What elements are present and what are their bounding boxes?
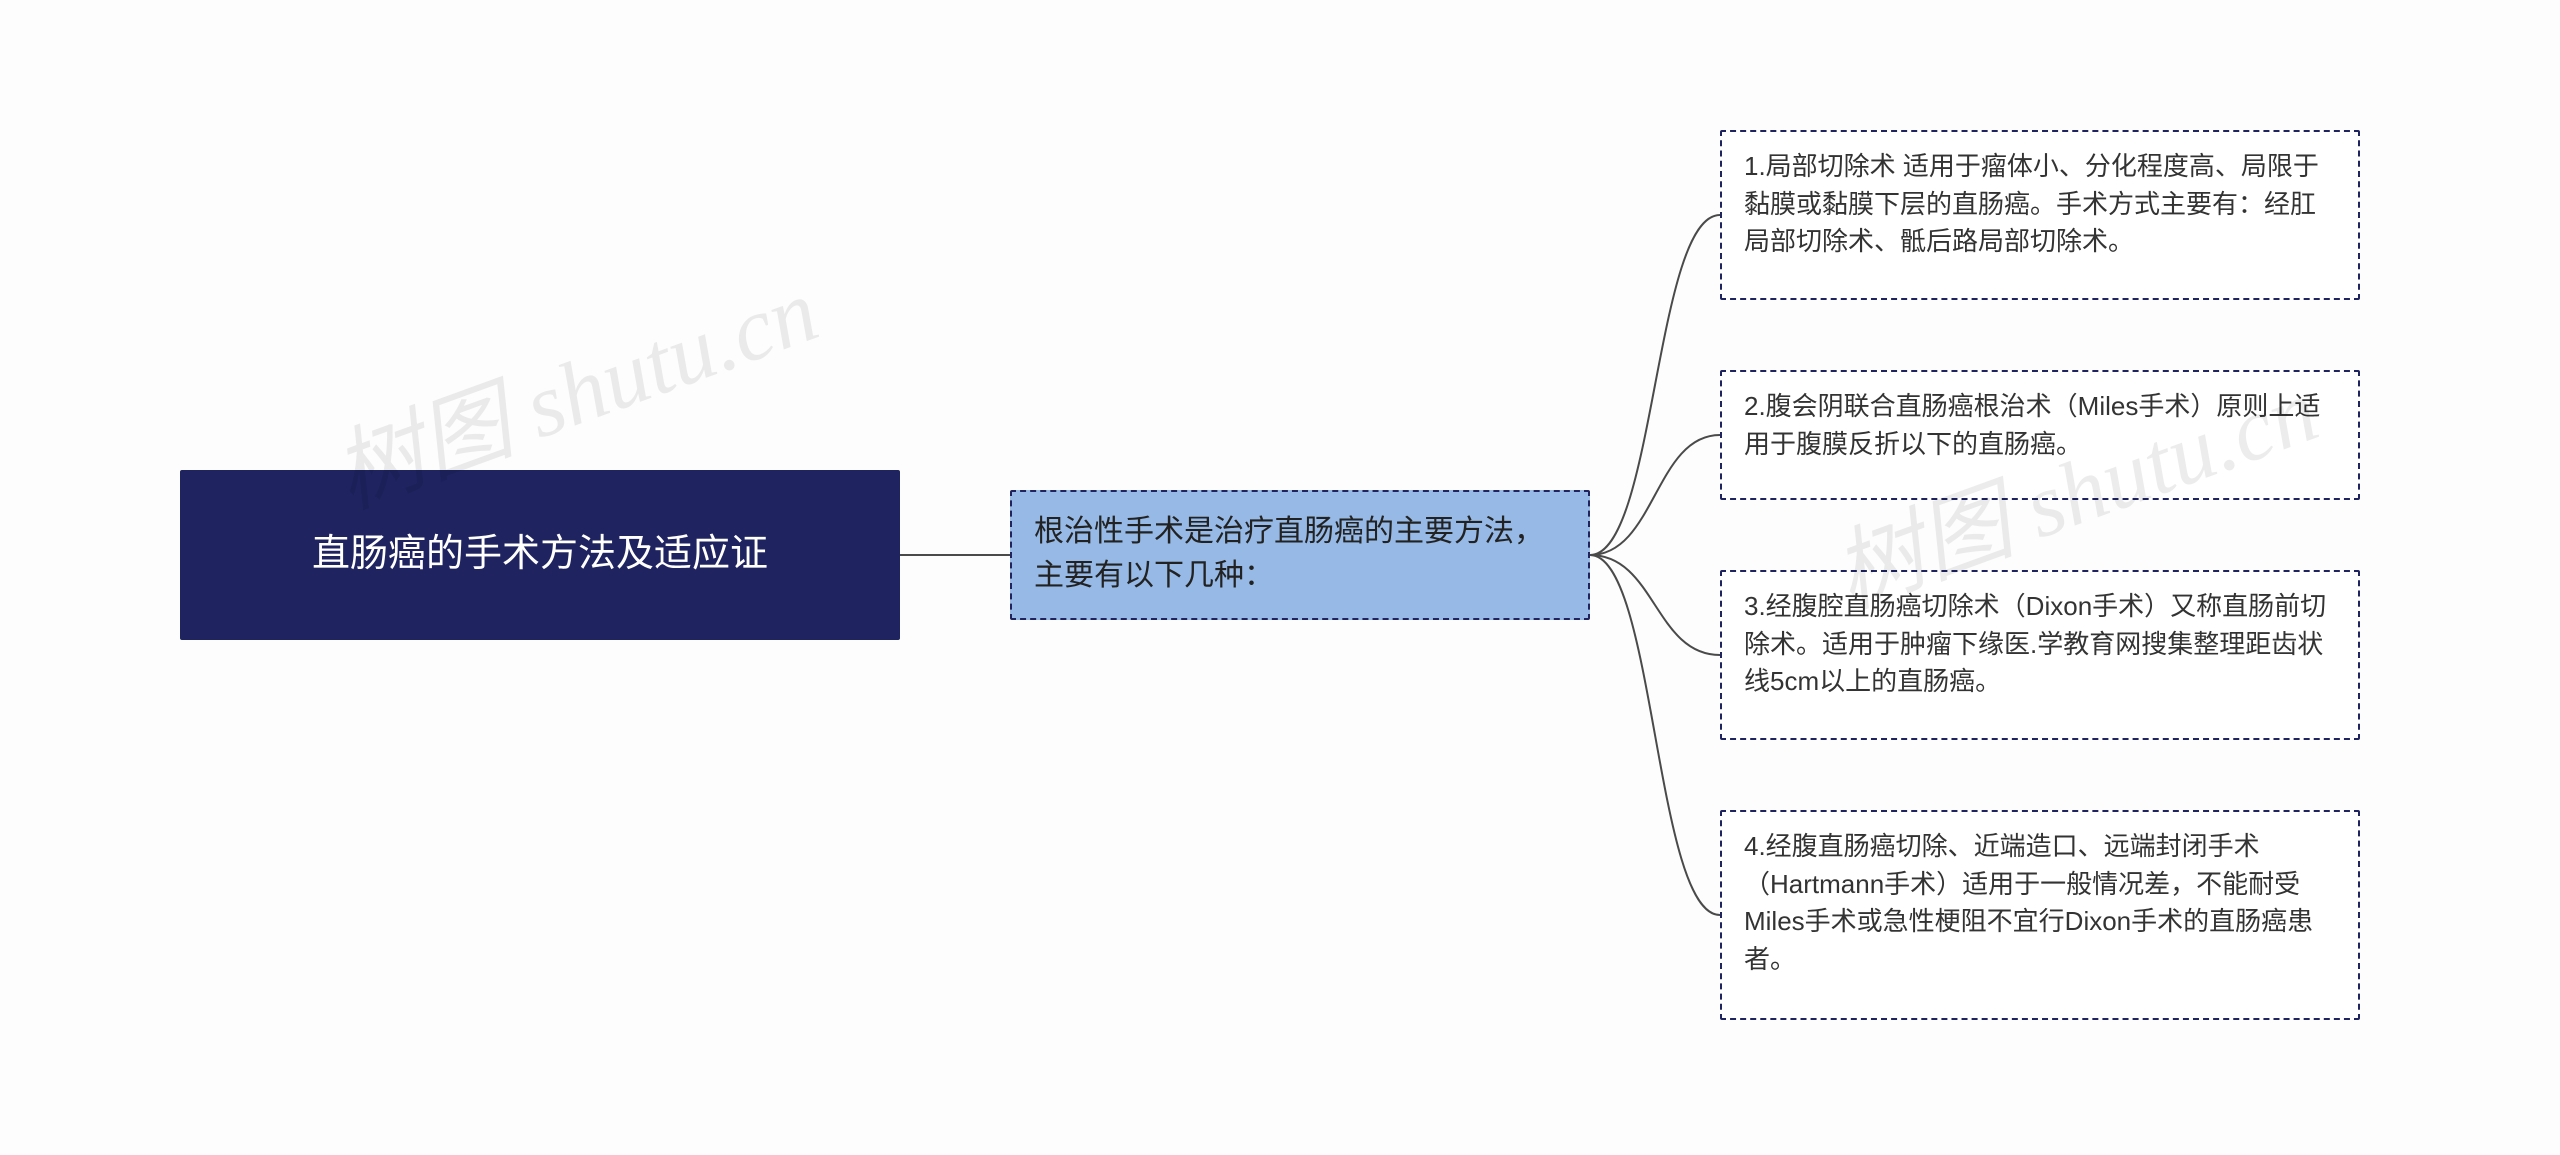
root-node[interactable]: 直肠癌的手术方法及适应证	[180, 470, 900, 640]
leaf-node[interactable]: 3.经腹腔直肠癌切除术（Dixon手术）又称直肠前切除术。适用于肿瘤下缘医.学教…	[1720, 570, 2360, 740]
leaf-node[interactable]: 1.局部切除术 适用于瘤体小、分化程度高、局限于黏膜或黏膜下层的直肠癌。手术方式…	[1720, 130, 2360, 300]
leaf-node[interactable]: 2.腹会阴联合直肠癌根治术（Miles手术）原则上适用于腹膜反折以下的直肠癌。	[1720, 370, 2360, 500]
leaf-text: 2.腹会阴联合直肠癌根治术（Miles手术）原则上适用于腹膜反折以下的直肠癌。	[1744, 391, 2320, 459]
mindmap-canvas: 直肠癌的手术方法及适应证 根治性手术是治疗直肠癌的主要方法，主要有以下几种： 1…	[0, 0, 2560, 1155]
leaf-text: 1.局部切除术 适用于瘤体小、分化程度高、局限于黏膜或黏膜下层的直肠癌。手术方式…	[1744, 151, 2319, 256]
root-text: 直肠癌的手术方法及适应证	[312, 528, 768, 581]
level2-node[interactable]: 根治性手术是治疗直肠癌的主要方法，主要有以下几种：	[1010, 490, 1590, 620]
level2-text: 根治性手术是治疗直肠癌的主要方法，主要有以下几种：	[1034, 515, 1544, 592]
leaf-text: 3.经腹腔直肠癌切除术（Dixon手术）又称直肠前切除术。适用于肿瘤下缘医.学教…	[1744, 591, 2326, 696]
leaf-text: 4.经腹直肠癌切除、近端造口、远端封闭手术（Hartmann手术）适用于一般情况…	[1744, 831, 2313, 974]
leaf-node[interactable]: 4.经腹直肠癌切除、近端造口、远端封闭手术（Hartmann手术）适用于一般情况…	[1720, 810, 2360, 1020]
